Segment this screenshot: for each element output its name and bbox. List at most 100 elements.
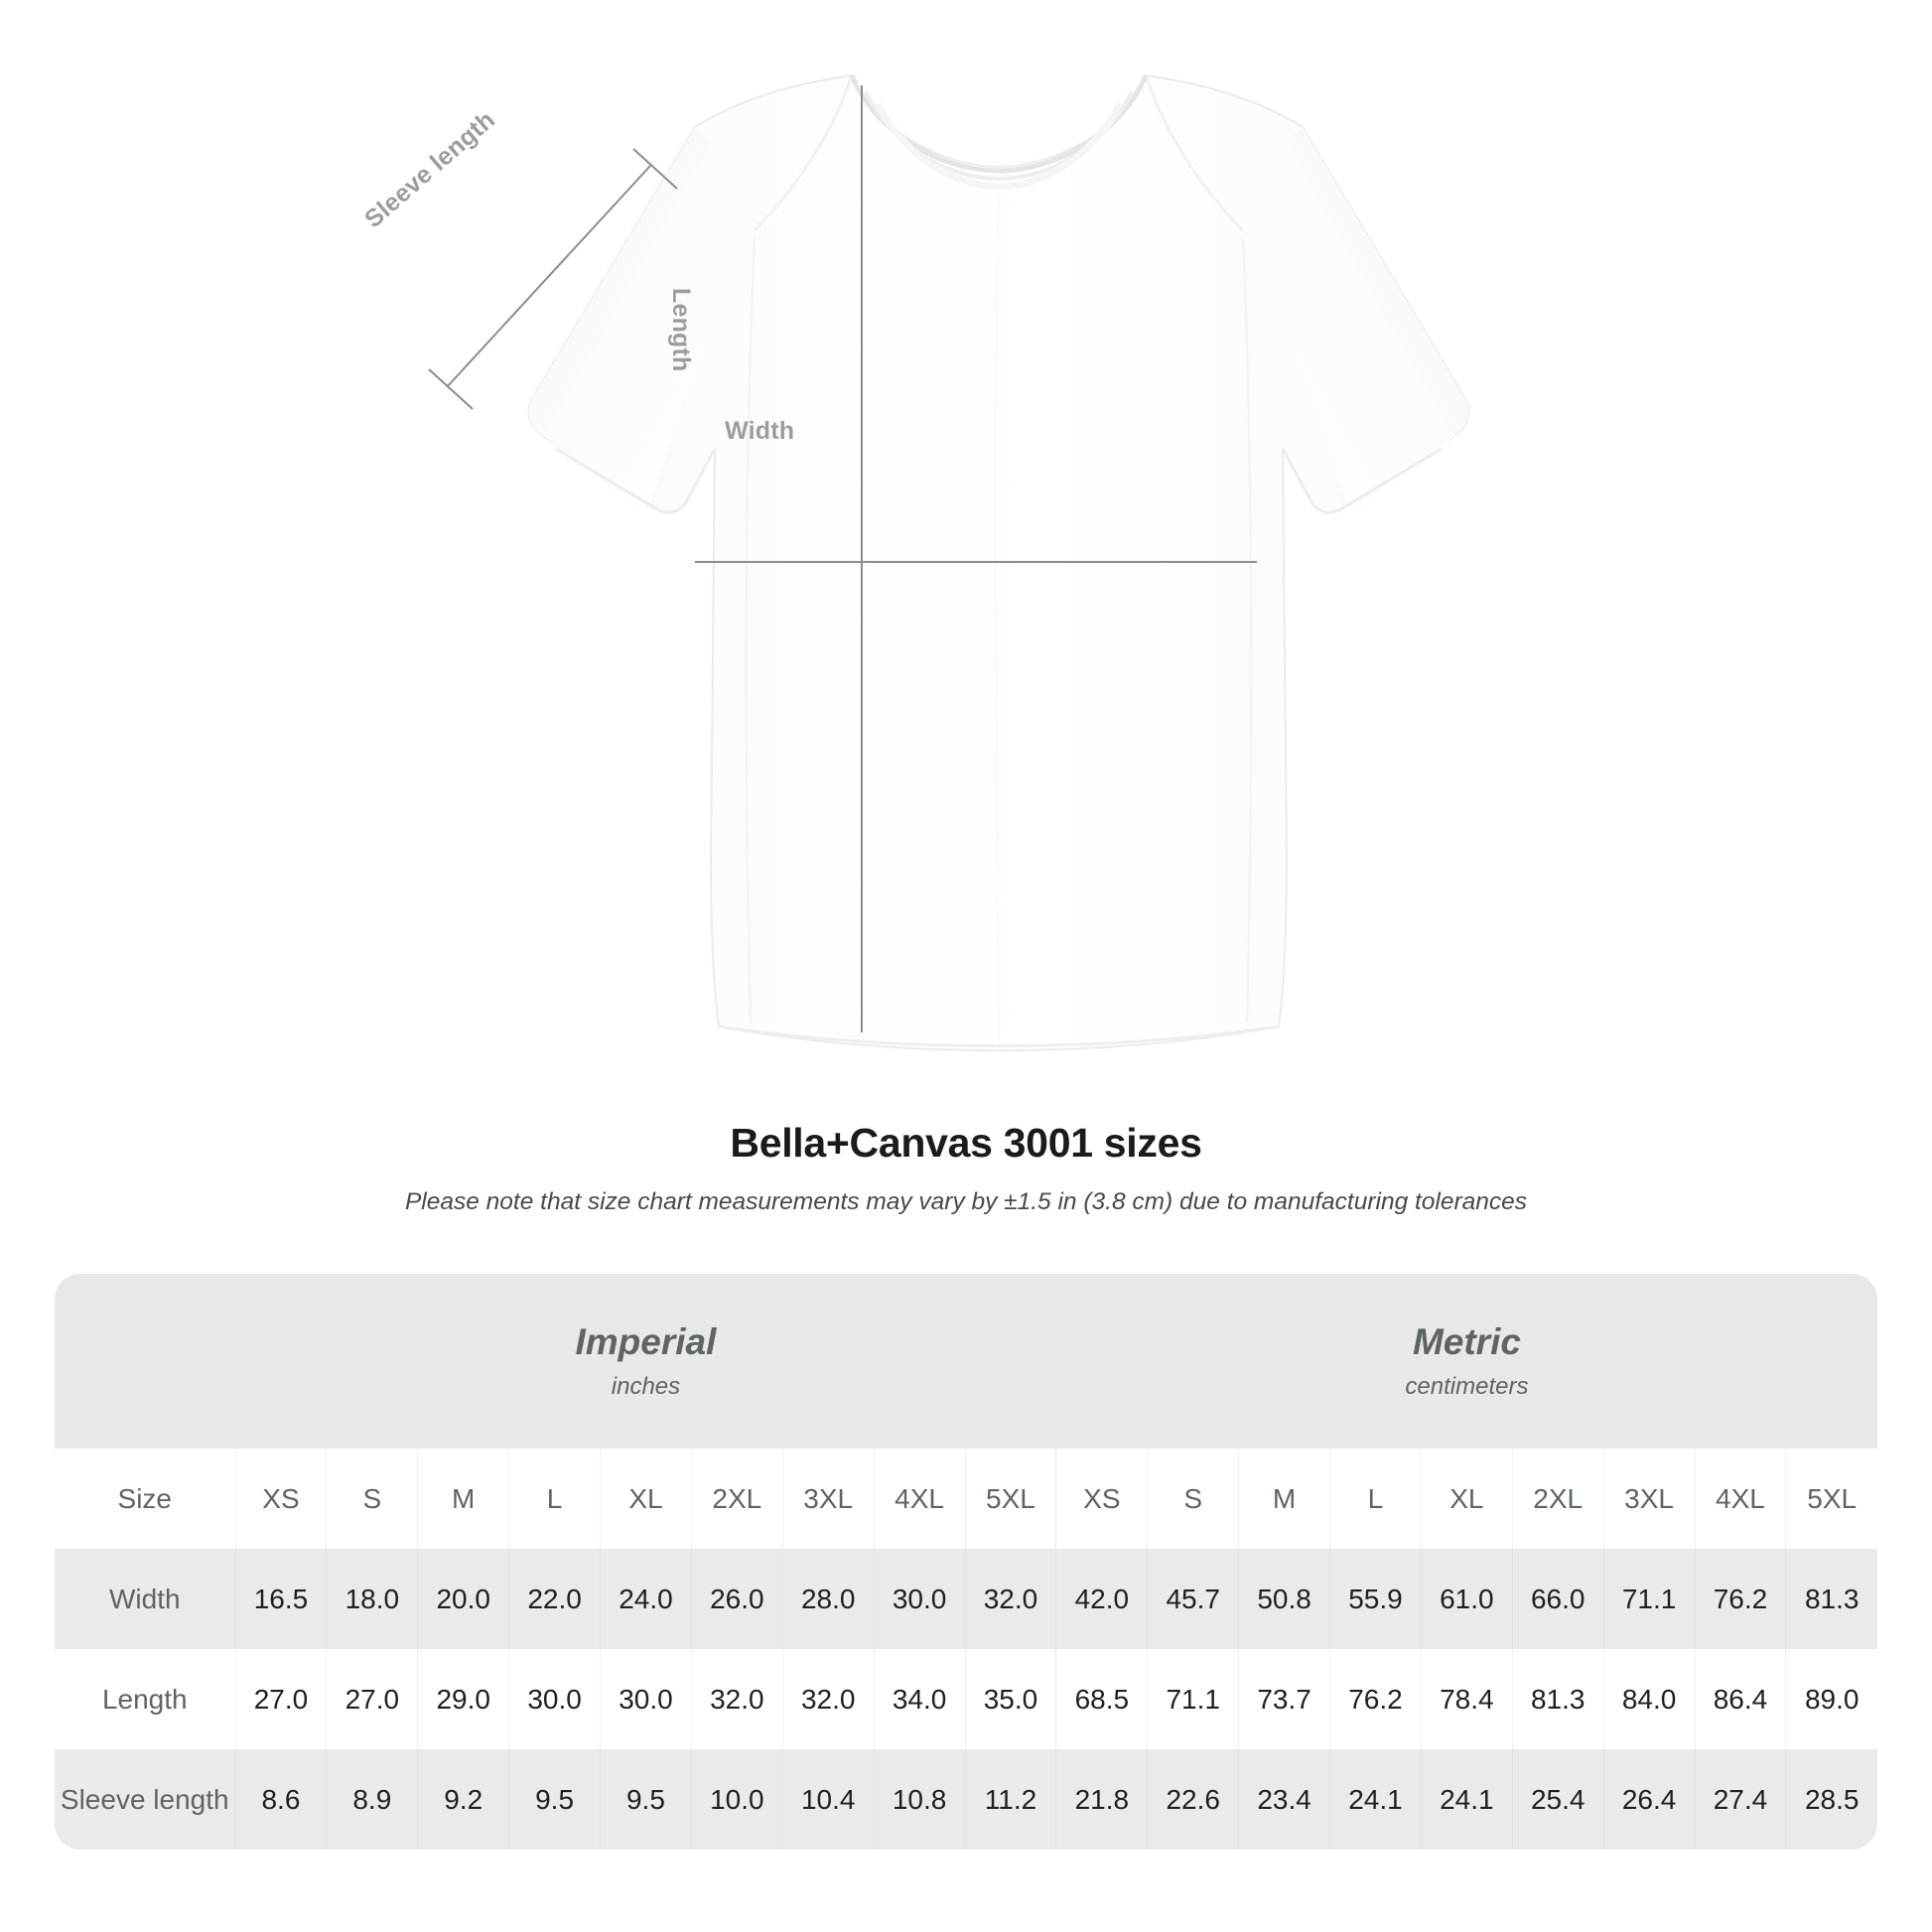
tshirt-illustration: Sleeve length Length Width <box>359 73 1470 1052</box>
sleeve-tick-top <box>632 148 678 190</box>
right-cuff <box>1281 447 1443 514</box>
measurement-cell: 22.6 <box>1147 1749 1239 1850</box>
unit-system-name: Imperial <box>575 1320 717 1362</box>
measurement-cell: 28.5 <box>1785 1749 1877 1850</box>
size-header-label: Size <box>55 1449 236 1549</box>
center-fold <box>994 198 1000 1043</box>
size-column-header: 4XL <box>1694 1449 1786 1549</box>
measurement-cell: 61.0 <box>1420 1549 1513 1649</box>
tolerance-note: Please note that size chart measurements… <box>404 1188 1528 1215</box>
measurement-cell: 34.0 <box>873 1649 966 1749</box>
size-column-header: L <box>508 1449 601 1549</box>
sleeve-dimension-line <box>446 165 651 388</box>
measurement-cell: 10.4 <box>781 1749 875 1850</box>
size-column-header: S <box>1147 1449 1239 1549</box>
measurement-row-label: Width <box>55 1549 236 1649</box>
size-column-header: M <box>1238 1449 1330 1549</box>
measurement-cell: 84.0 <box>1602 1649 1696 1749</box>
size-column-header: 3XL <box>1602 1449 1696 1549</box>
measurement-cell: 28.0 <box>781 1549 875 1649</box>
measurement-cell: 27.0 <box>234 1649 327 1749</box>
measurement-cell: 10.0 <box>690 1749 783 1850</box>
measurement-cell: 9.5 <box>600 1749 692 1850</box>
table-row: Length 27.0 27.0 29.0 30.0 30.0 32.0 32.0 34.0 35… <box>55 1649 1877 1749</box>
unit-system-unit: inches <box>611 1373 681 1401</box>
measurement-cell: 66.0 <box>1511 1549 1604 1649</box>
size-column-header: 5XL <box>1785 1449 1877 1549</box>
size-column-header: L <box>1329 1449 1422 1549</box>
unit-system-unit: centimeters <box>1405 1373 1529 1401</box>
collar-rib <box>874 101 1124 191</box>
measurement-cell: 42.0 <box>1055 1549 1148 1649</box>
measurement-cell: 10.8 <box>873 1749 966 1850</box>
measurement-cell: 32.0 <box>964 1549 1056 1649</box>
size-column-header: M <box>417 1449 509 1549</box>
unit-row-spacer <box>55 1274 236 1449</box>
table-row: Sleeve length 8.6 8.9 9.2 9.5 9.5 10.0 10.4 10.8… <box>55 1749 1877 1850</box>
left-sleeve <box>528 127 747 512</box>
measurement-cell: 73.7 <box>1238 1649 1330 1749</box>
right-sleeve <box>1251 127 1469 512</box>
measurement-row-label: Sleeve length <box>55 1749 236 1850</box>
length-label: Length <box>667 288 695 372</box>
size-column-header: 2XL <box>690 1449 783 1549</box>
size-column-header: 2XL <box>1511 1449 1604 1549</box>
measurement-cell: 20.0 <box>417 1549 509 1649</box>
measurement-cell: 71.1 <box>1602 1549 1696 1649</box>
size-column-header: XS <box>234 1449 327 1549</box>
right-shoulder-seam <box>1144 74 1245 232</box>
unit-system-name: Metric <box>1412 1320 1521 1362</box>
size-column-header: 5XL <box>964 1449 1056 1549</box>
measurement-cell: 81.3 <box>1511 1649 1604 1749</box>
measurement-cell: 76.2 <box>1329 1649 1422 1749</box>
measurement-cell: 81.3 <box>1785 1549 1877 1649</box>
tshirt-graphic <box>428 73 1470 1052</box>
unit-system-imperial: Imperial inches <box>235 1274 1056 1449</box>
measurement-cell: 24.1 <box>1329 1749 1422 1850</box>
measurement-cell: 32.0 <box>781 1649 875 1749</box>
measurement-cell: 89.0 <box>1785 1649 1877 1749</box>
measurement-cell: 32.0 <box>690 1649 783 1749</box>
size-chart-table: Imperial inches Metric centimeters Size XS S M L… <box>55 1274 1877 1850</box>
measurement-cell: 26.4 <box>1602 1749 1696 1850</box>
hem-line <box>718 1025 1280 1047</box>
chart-heading: Bella+Canvas 3001 sizes Please note that… <box>0 1120 1932 1216</box>
measurement-cell: 71.1 <box>1147 1649 1239 1749</box>
measurement-cell: 27.4 <box>1694 1749 1786 1850</box>
measurement-cell: 30.0 <box>600 1649 692 1749</box>
measurement-cell: 24.1 <box>1420 1749 1513 1850</box>
measurement-cell: 16.5 <box>234 1549 327 1649</box>
measurement-cell: 22.0 <box>508 1549 601 1649</box>
right-fold <box>1241 237 1253 1024</box>
size-column-header: XL <box>1420 1449 1513 1549</box>
measurement-cell: 26.0 <box>690 1549 783 1649</box>
sleeve-tick-bottom <box>428 368 474 410</box>
size-table-container: Imperial inches Metric centimeters Size XS S M L… <box>55 1274 1877 1850</box>
measurement-cell: 8.6 <box>234 1749 327 1850</box>
measurement-cell: 35.0 <box>964 1649 1056 1749</box>
left-cuff <box>555 447 717 514</box>
measurement-cell: 55.9 <box>1329 1549 1422 1649</box>
size-column-header: 3XL <box>781 1449 875 1549</box>
size-column-header: 4XL <box>873 1449 966 1549</box>
unit-system-row: Imperial inches Metric centimeters <box>55 1274 1877 1449</box>
unit-system-metric: Metric centimeters <box>1055 1274 1877 1449</box>
measurement-cell: 86.4 <box>1694 1649 1786 1749</box>
measurement-cell: 27.0 <box>326 1649 418 1749</box>
measurement-cell: 21.8 <box>1055 1749 1148 1850</box>
left-fold <box>745 237 757 1024</box>
size-column-header: XL <box>600 1449 692 1549</box>
measurement-cell: 9.2 <box>417 1749 509 1850</box>
left-shoulder-seam <box>753 74 854 232</box>
measurement-cell: 30.0 <box>873 1549 966 1649</box>
size-column-header: S <box>326 1449 418 1549</box>
measurement-cell: 25.4 <box>1511 1749 1604 1850</box>
measurement-cell: 78.4 <box>1420 1649 1513 1749</box>
measurement-cell: 30.0 <box>508 1649 601 1749</box>
table-row: Width 16.5 18.0 20.0 22.0 24.0 26.0 28.0 30.0 32.… <box>55 1549 1877 1649</box>
measurement-row-label: Length <box>55 1649 236 1749</box>
measurement-cell: 29.0 <box>417 1649 509 1749</box>
size-header-row: Size XS S M L XL 2XL 3XL 4XL 5XL XS S M L XL 2XL 3XL 4XL 5… <box>55 1449 1877 1549</box>
measurement-cell: 50.8 <box>1238 1549 1330 1649</box>
